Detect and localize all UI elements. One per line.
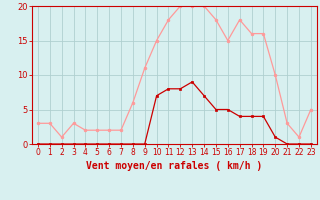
X-axis label: Vent moyen/en rafales ( km/h ): Vent moyen/en rafales ( km/h )	[86, 161, 262, 171]
